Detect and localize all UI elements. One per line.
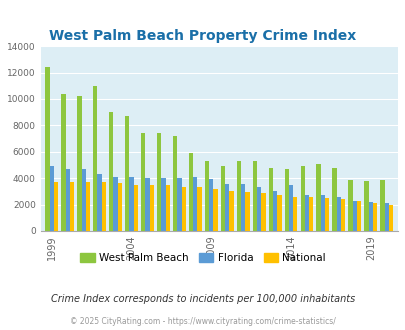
Bar — [256, 187, 261, 231]
Bar — [204, 161, 209, 231]
Bar — [141, 133, 145, 231]
Bar — [372, 203, 376, 231]
Bar — [109, 112, 113, 231]
Bar — [384, 203, 388, 231]
Bar — [241, 184, 245, 231]
Bar — [352, 201, 356, 231]
Bar — [209, 179, 213, 231]
Bar — [177, 178, 181, 231]
Bar — [181, 187, 185, 231]
Bar — [161, 178, 165, 231]
Bar — [388, 205, 392, 231]
Bar — [272, 191, 277, 231]
Bar — [308, 197, 313, 231]
Bar — [54, 182, 58, 231]
Bar — [157, 133, 161, 231]
Bar — [304, 195, 308, 231]
Bar — [77, 96, 81, 231]
Bar — [173, 136, 177, 231]
Legend: West Palm Beach, Florida, National: West Palm Beach, Florida, National — [76, 249, 329, 267]
Bar — [220, 166, 224, 231]
Bar — [49, 166, 54, 231]
Text: © 2025 CityRating.com - https://www.cityrating.com/crime-statistics/: © 2025 CityRating.com - https://www.city… — [70, 317, 335, 326]
Bar — [379, 180, 384, 231]
Bar — [340, 199, 345, 231]
Text: Crime Index corresponds to incidents per 100,000 inhabitants: Crime Index corresponds to incidents per… — [51, 294, 354, 304]
Bar — [261, 193, 265, 231]
Bar — [188, 153, 193, 231]
Bar — [133, 185, 138, 231]
Bar — [300, 166, 304, 231]
Bar — [70, 182, 74, 231]
Bar — [236, 161, 241, 231]
Bar — [277, 195, 281, 231]
Bar — [165, 185, 169, 231]
Bar — [85, 182, 90, 231]
Bar — [193, 177, 197, 231]
Bar — [97, 174, 102, 231]
Bar — [93, 86, 97, 231]
Bar — [332, 168, 336, 231]
Bar — [356, 201, 360, 231]
Bar — [363, 181, 368, 231]
Bar — [268, 168, 272, 231]
Bar — [229, 191, 233, 231]
Bar — [368, 202, 372, 231]
Bar — [252, 161, 256, 231]
Bar — [284, 169, 288, 231]
Bar — [149, 185, 153, 231]
Bar — [113, 177, 117, 231]
Bar — [81, 169, 85, 231]
Text: West Palm Beach Property Crime Index: West Palm Beach Property Crime Index — [49, 29, 356, 43]
Bar — [315, 164, 320, 231]
Bar — [102, 182, 106, 231]
Bar — [65, 169, 70, 231]
Bar — [224, 184, 229, 231]
Bar — [145, 178, 149, 231]
Bar — [197, 187, 201, 231]
Bar — [213, 189, 217, 231]
Bar — [245, 192, 249, 231]
Bar — [320, 195, 324, 231]
Bar — [125, 116, 129, 231]
Bar — [117, 183, 122, 231]
Bar — [336, 197, 340, 231]
Bar — [45, 67, 49, 231]
Bar — [292, 197, 297, 231]
Bar — [129, 177, 133, 231]
Bar — [324, 198, 328, 231]
Bar — [61, 94, 65, 231]
Bar — [288, 185, 292, 231]
Bar — [347, 180, 352, 231]
